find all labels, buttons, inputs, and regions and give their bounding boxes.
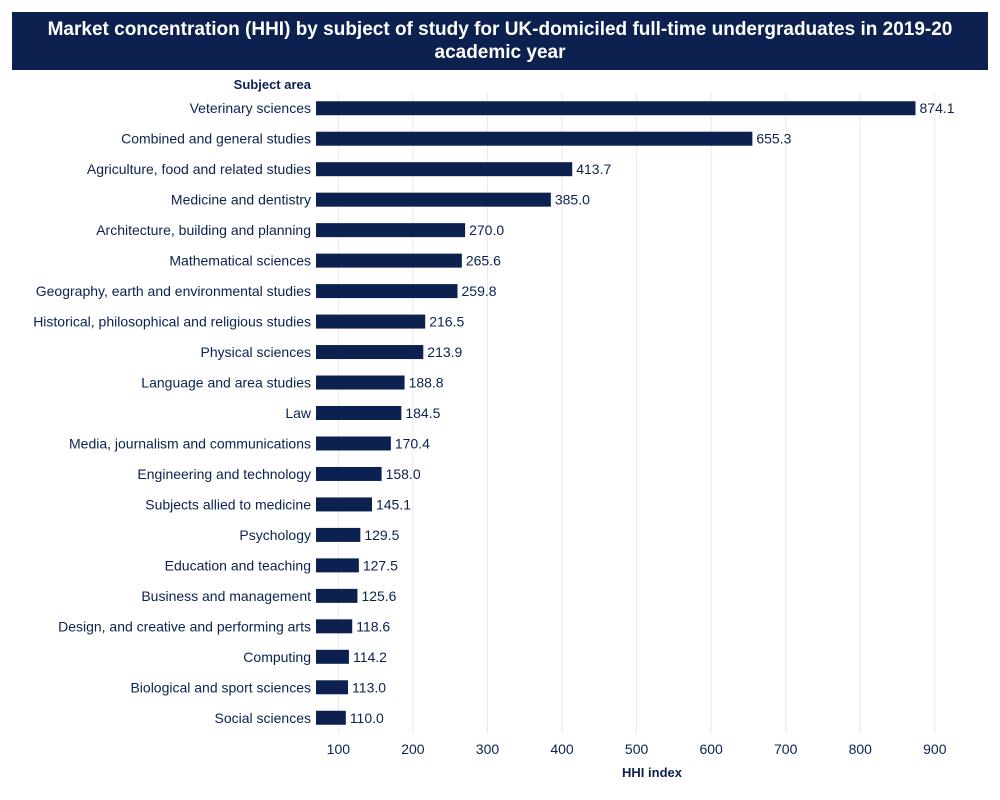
bar — [316, 497, 372, 512]
x-tick-label: 400 — [550, 741, 574, 757]
bar — [316, 253, 462, 268]
category-label: Veterinary sciences — [190, 100, 311, 116]
category-labels: Veterinary sciences Combined and general … — [33, 100, 312, 726]
bar — [316, 436, 391, 451]
category-label: Media, journalism and communications — [69, 435, 311, 451]
category-label: Business and management — [141, 588, 311, 604]
category-label: Language and area studies — [141, 375, 311, 391]
data-label: 265.6 — [466, 253, 501, 269]
bar — [316, 406, 402, 420]
category-label: Engineering and technology — [137, 466, 311, 482]
bar — [316, 649, 349, 664]
value-labels: 874.1 655.3 413.7 385.0 270.0 265.6 259.8 216.5… — [350, 100, 955, 726]
x-tick-label: 600 — [699, 741, 723, 757]
category-label: Physical sciences — [201, 344, 312, 360]
data-label: 118.6 — [356, 618, 390, 634]
chart-title: Market concentration (HHI) by subject of… — [47, 19, 953, 63]
data-label: 188.8 — [409, 375, 444, 391]
x-axis-ticks: 100 200 300 400 500 600 700 800 900 — [327, 741, 947, 757]
y-axis-title: Subject area — [234, 77, 312, 92]
bars — [316, 101, 916, 725]
data-label: 125.6 — [361, 588, 396, 604]
bar — [316, 162, 573, 177]
category-label: Historical, philosophical and religious … — [33, 314, 311, 330]
data-label: 270.0 — [469, 222, 504, 238]
category-label: Combined and general studies — [121, 131, 311, 147]
data-label: 113.0 — [352, 679, 386, 695]
category-label: Design, and creative and performing arts — [58, 618, 311, 634]
bar — [316, 131, 753, 146]
category-label: Agriculture, food and related studies — [87, 161, 311, 177]
category-label: Psychology — [239, 527, 311, 543]
bar — [316, 619, 353, 634]
category-label: Subjects allied to medicine — [145, 496, 311, 512]
bar — [316, 192, 551, 207]
category-label: Law — [285, 405, 312, 421]
x-tick-label: 800 — [849, 741, 873, 757]
data-label: 413.7 — [576, 161, 611, 177]
x-tick-label: 500 — [625, 741, 649, 757]
data-label: 385.0 — [555, 192, 590, 208]
bar — [316, 710, 346, 725]
chart-title-bar: Market concentration (HHI) by subject of… — [12, 12, 988, 70]
x-tick-label: 200 — [401, 741, 425, 757]
bar — [316, 680, 349, 695]
data-label: 110.0 — [350, 710, 384, 726]
category-label: Education and teaching — [165, 557, 311, 573]
bar — [316, 527, 361, 542]
bar — [316, 284, 458, 299]
data-label: 114.2 — [353, 649, 387, 665]
bar — [316, 101, 916, 116]
data-label: 213.9 — [427, 344, 462, 360]
x-tick-label: 300 — [476, 741, 500, 757]
x-tick-label: 700 — [774, 741, 798, 757]
data-label: 874.1 — [920, 100, 955, 116]
category-label: Computing — [243, 649, 311, 665]
x-tick-label: 900 — [923, 741, 947, 757]
data-label: 170.4 — [395, 435, 430, 451]
data-label: 655.3 — [756, 131, 791, 147]
x-tick-label: 100 — [327, 741, 351, 757]
data-label: 145.1 — [376, 496, 411, 512]
category-label: Medicine and dentistry — [171, 192, 311, 208]
category-label: Biological and sport sciences — [130, 679, 311, 695]
data-label: 129.5 — [364, 527, 399, 543]
data-label: 127.5 — [363, 557, 398, 573]
bar — [316, 314, 426, 329]
data-label: 184.5 — [405, 405, 440, 421]
x-axis-title: HHI index — [622, 765, 683, 780]
bar — [316, 345, 424, 360]
bar — [316, 558, 359, 573]
data-label: 259.8 — [462, 283, 497, 299]
category-label: Mathematical sciences — [169, 253, 311, 269]
bar — [316, 588, 358, 603]
data-label: 216.5 — [429, 314, 464, 330]
bar — [316, 375, 405, 390]
bar — [316, 223, 466, 238]
category-label: Social sciences — [215, 710, 312, 726]
data-label: 158.0 — [386, 466, 421, 482]
category-label: Architecture, building and planning — [96, 222, 311, 238]
bar — [316, 466, 382, 481]
category-label: Geography, earth and environmental studi… — [36, 283, 311, 299]
